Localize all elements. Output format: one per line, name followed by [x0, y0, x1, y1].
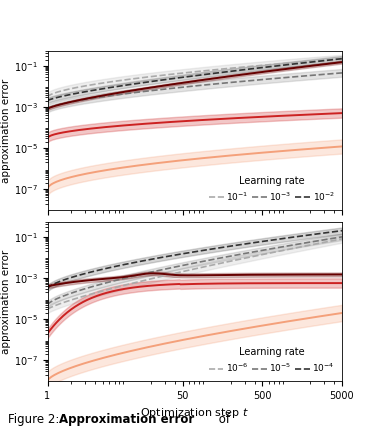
Y-axis label: AdamW
approximation error: AdamW approximation error [0, 250, 11, 354]
Text: Figure 2:: Figure 2: [8, 413, 63, 426]
Text: of: of [215, 413, 230, 426]
X-axis label: Optimization step $t$: Optimization step $t$ [140, 406, 249, 420]
Legend: $10^{-6}$, $10^{-5}$, $10^{-4}$: $10^{-6}$, $10^{-5}$, $10^{-4}$ [206, 344, 337, 376]
Text: Approximation error: Approximation error [59, 413, 194, 426]
Y-axis label: SGD
approximation error: SGD approximation error [0, 78, 11, 183]
Legend: $10^{-1}$, $10^{-3}$, $10^{-2}$: $10^{-1}$, $10^{-3}$, $10^{-2}$ [207, 173, 337, 205]
